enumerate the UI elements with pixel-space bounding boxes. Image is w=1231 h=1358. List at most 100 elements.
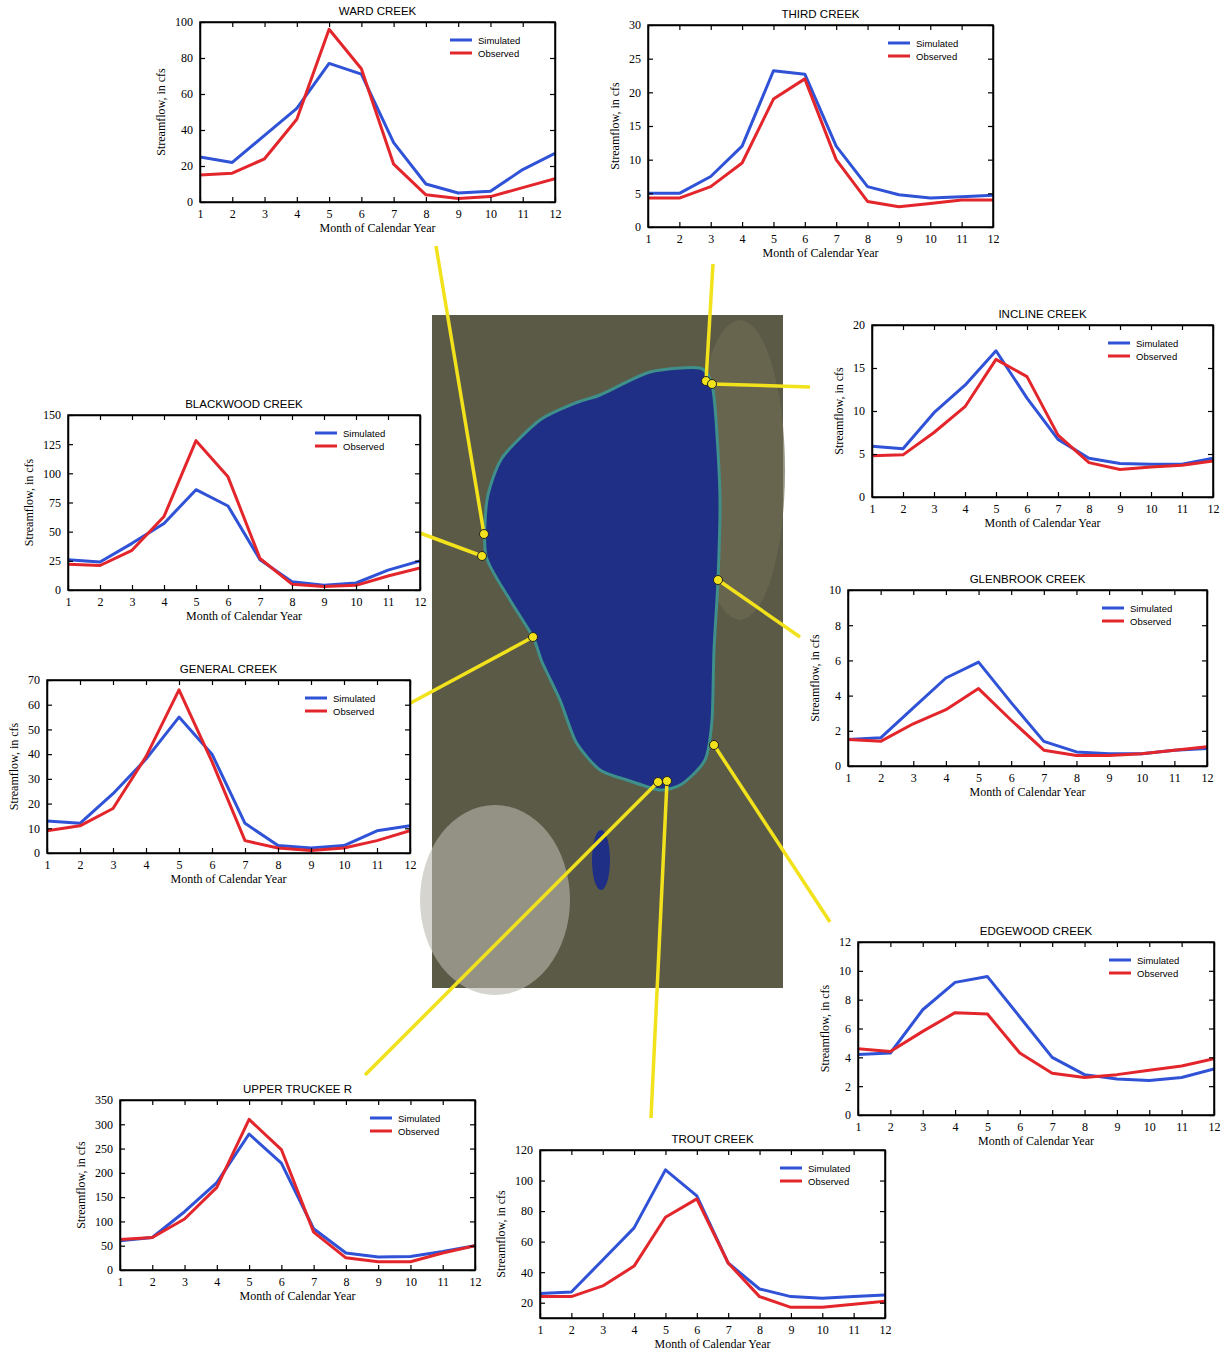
site-dot xyxy=(480,530,489,539)
plot-frame xyxy=(540,1150,885,1318)
tick: 8 xyxy=(865,222,871,246)
plot-frame xyxy=(200,22,555,202)
legend-label: Observed xyxy=(1137,968,1178,979)
tick: 15 xyxy=(629,119,653,133)
legend-swatch xyxy=(315,445,337,448)
tick: 3 xyxy=(932,492,938,516)
tick: 6 xyxy=(802,222,808,246)
tick-label: 5 xyxy=(771,232,777,246)
series-line xyxy=(648,71,993,198)
tick-label: 8 xyxy=(1087,502,1093,516)
tick: 9 xyxy=(788,1313,794,1337)
tick-label: 7 xyxy=(243,858,249,872)
tick: 7 xyxy=(726,1313,732,1337)
tick-label: 8 xyxy=(276,858,282,872)
series-line xyxy=(47,717,410,848)
tick: 8 xyxy=(1074,761,1080,785)
tick: 8 xyxy=(290,585,296,609)
series-line xyxy=(648,79,993,207)
tick-label: 20 xyxy=(853,318,865,332)
leader-line xyxy=(405,637,533,706)
series-line xyxy=(200,63,555,193)
figure: 123456789101112020406080100WARD CREEKMon… xyxy=(0,0,1231,1358)
tick: 2 xyxy=(845,1080,863,1094)
tick: 11 xyxy=(437,1265,449,1289)
tick-label: 8 xyxy=(757,1323,763,1337)
tick: 8 xyxy=(1082,1110,1088,1134)
tick-label: 2 xyxy=(835,724,841,738)
series-line xyxy=(68,441,420,587)
legend-label: Simulated xyxy=(916,38,958,49)
tick-label: 2 xyxy=(845,1080,851,1094)
tick: 9 xyxy=(376,1265,382,1289)
tick-label: 11 xyxy=(437,1275,449,1289)
tick-label: 3 xyxy=(708,232,714,246)
legend-label: Simulated xyxy=(808,1163,850,1174)
panel-title: INCLINE CREEK xyxy=(998,308,1087,320)
tick-label: 50 xyxy=(101,1239,113,1253)
tick: 5 xyxy=(635,187,653,201)
tick-label: 5 xyxy=(976,771,982,785)
tick-label: 15 xyxy=(853,361,865,375)
legend-swatch xyxy=(1108,355,1130,358)
tick-label: 4 xyxy=(835,689,841,703)
legend: SimulatedObserved xyxy=(1109,955,1179,979)
series-line xyxy=(68,490,420,586)
axis: 0246810 xyxy=(829,583,853,773)
tick-label: 10 xyxy=(351,595,363,609)
plot-background xyxy=(540,1150,885,1318)
legend-label: Observed xyxy=(478,48,519,59)
lake xyxy=(485,368,720,790)
tick: 6 xyxy=(845,1022,863,1036)
tick-label: 5 xyxy=(194,595,200,609)
tick-label: 40 xyxy=(181,123,193,137)
legend-swatch xyxy=(1108,342,1130,345)
tick-label: 10 xyxy=(405,1275,417,1289)
tick-label: 4 xyxy=(144,858,150,872)
tick-label: 50 xyxy=(49,525,61,539)
tick: 10 xyxy=(485,197,497,221)
axis: 123456789101112 xyxy=(846,761,1214,785)
tick: 2 xyxy=(878,761,884,785)
tick-label: 12 xyxy=(988,232,1000,246)
plot-frame xyxy=(872,325,1213,497)
tick-label: 10 xyxy=(925,232,937,246)
tick: 2 xyxy=(888,1110,894,1134)
tick-label: 120 xyxy=(515,1143,533,1157)
axis: 05101520 xyxy=(853,318,877,504)
tick: 7 xyxy=(834,222,840,246)
tick-label: 3 xyxy=(262,207,268,221)
tick-label: 20 xyxy=(28,797,40,811)
tick-label: 150 xyxy=(95,1190,113,1204)
tick: 5 xyxy=(771,222,777,246)
axis: 123456789101112 xyxy=(118,1265,482,1289)
tick-label: 60 xyxy=(521,1235,533,1249)
legend-label: Simulated xyxy=(333,693,375,704)
tick: 5 xyxy=(985,1110,991,1134)
axis: 123456789101112 xyxy=(870,492,1220,516)
tick: 9 xyxy=(896,222,902,246)
tick: 4 xyxy=(740,222,746,246)
tick-label: 9 xyxy=(376,1275,382,1289)
tick-label: 12 xyxy=(880,1323,892,1337)
site-dot xyxy=(529,633,538,642)
tick-label: 4 xyxy=(963,502,969,516)
panel-title: THIRD CREEK xyxy=(782,8,860,20)
tick: 7 xyxy=(311,1265,317,1289)
tick: 9 xyxy=(1107,761,1113,785)
panel: 1234567891011120255075100125150BLACKWOOD… xyxy=(22,398,427,623)
tick-label: 20 xyxy=(629,86,641,100)
map xyxy=(420,315,785,995)
y-axis-title: Streamflow, in cfs xyxy=(832,367,846,455)
tick-label: 1 xyxy=(118,1275,124,1289)
tick-label: 30 xyxy=(28,772,40,786)
tick-label: 10 xyxy=(817,1323,829,1337)
tick-label: 2 xyxy=(901,502,907,516)
series-line xyxy=(848,662,1207,754)
tick: 6 xyxy=(694,1313,700,1337)
tick-label: 5 xyxy=(327,207,333,221)
x-axis-title: Month of Calendar Year xyxy=(985,516,1101,530)
tick-label: 4 xyxy=(632,1323,638,1337)
tick-label: 12 xyxy=(1202,771,1214,785)
panel-title: EDGEWOOD CREEK xyxy=(980,925,1093,937)
